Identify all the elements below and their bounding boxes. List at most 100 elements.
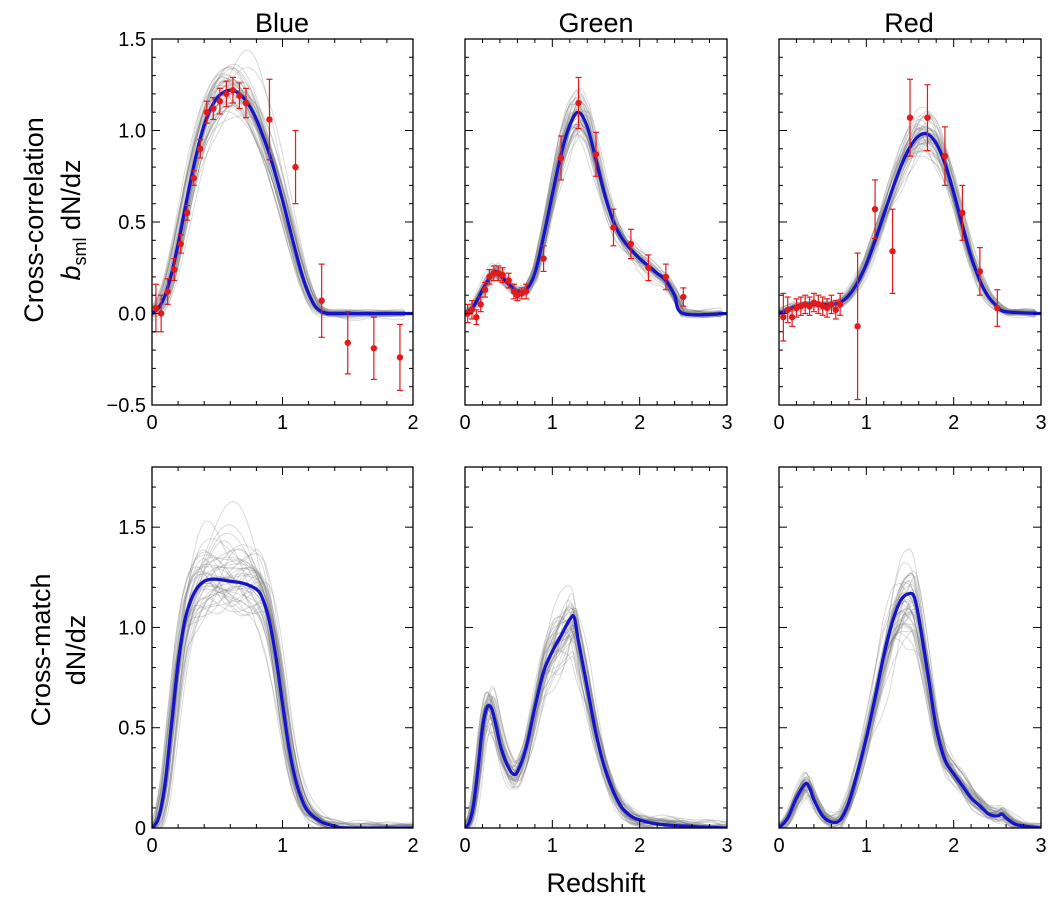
data-marker bbox=[153, 305, 159, 311]
x-tick-label: 3 bbox=[1035, 412, 1046, 434]
data-marker bbox=[872, 206, 878, 212]
ylabel-bottom-line2: dN/dz bbox=[61, 615, 91, 686]
y-tick-label: −0.5 bbox=[107, 395, 146, 417]
ensemble-curve bbox=[779, 144, 1041, 315]
ensemble-curve bbox=[779, 142, 1041, 314]
panel-cross-match-blue: 0 1 21.51.00.50 bbox=[118, 467, 418, 857]
ensemble-curve bbox=[779, 612, 1041, 828]
x-tick-label: 2 bbox=[948, 835, 959, 857]
x-tick-label: 1 bbox=[861, 835, 872, 857]
ensemble-curve bbox=[779, 599, 1041, 828]
y-tick-label: 1.5 bbox=[118, 517, 146, 539]
ensemble-curve bbox=[779, 605, 1041, 828]
ensemble-curve bbox=[779, 586, 1041, 826]
ensemble-curve bbox=[779, 584, 1041, 828]
data-marker bbox=[318, 297, 324, 303]
data-marker bbox=[184, 210, 190, 216]
data-marker bbox=[610, 224, 616, 230]
data-marker bbox=[230, 87, 236, 93]
data-marker bbox=[345, 340, 351, 346]
ensemble-curve bbox=[779, 602, 1041, 827]
y-tick-label: 0 bbox=[135, 818, 146, 840]
data-point bbox=[780, 293, 786, 341]
data-marker bbox=[371, 345, 377, 351]
ylabel-bottom-line1: Cross-match bbox=[26, 573, 56, 726]
ensemble-curve bbox=[465, 593, 727, 828]
ylabel-bottom-2: dN/dz bbox=[61, 615, 91, 686]
column-title-red: Red bbox=[884, 8, 934, 38]
data-marker bbox=[236, 93, 242, 99]
ensemble-curve bbox=[779, 140, 1041, 317]
panels: 0 1 21.51.00.50.0−0.50 1 2 3 0 1 2 30 1 21.51.00.50… bbox=[107, 29, 1047, 857]
data-marker bbox=[204, 109, 210, 115]
y-tick-label: 1.0 bbox=[118, 121, 146, 143]
column-title-green: Green bbox=[558, 8, 633, 38]
data-marker bbox=[171, 266, 177, 272]
x-tick-label: 2 bbox=[407, 412, 418, 434]
data-marker bbox=[924, 114, 930, 120]
x-tick-label: 0 bbox=[146, 412, 157, 434]
ensemble-curve bbox=[779, 139, 1041, 313]
plot-area bbox=[779, 549, 1041, 829]
data-marker bbox=[473, 314, 479, 320]
ensemble-curve bbox=[779, 152, 1041, 315]
ensemble-curve bbox=[779, 611, 1041, 828]
data-marker bbox=[178, 241, 184, 247]
ensemble-curve bbox=[779, 141, 1041, 313]
data-marker bbox=[266, 116, 272, 122]
x-tick-label: 2 bbox=[948, 412, 959, 434]
xlabel-redshift: Redshift bbox=[546, 868, 646, 898]
ensemble-curve bbox=[779, 156, 1041, 314]
data-marker bbox=[837, 301, 843, 307]
data-marker bbox=[833, 307, 839, 313]
x-tick-label: 2 bbox=[634, 835, 645, 857]
data-marker bbox=[959, 210, 965, 216]
median-curve bbox=[779, 134, 1041, 314]
plot-area bbox=[152, 502, 413, 829]
column-title-blue: Blue bbox=[255, 8, 309, 38]
ylabel-top-line2: bsml dN/dz bbox=[56, 159, 90, 280]
data-marker bbox=[164, 288, 170, 294]
ensemble-curve bbox=[465, 616, 727, 828]
ensemble-curve bbox=[779, 601, 1041, 828]
data-marker bbox=[889, 248, 895, 254]
data-marker bbox=[523, 288, 529, 294]
ylabel-top-rest: dN/dz bbox=[56, 159, 86, 237]
data-marker bbox=[505, 277, 511, 283]
data-marker bbox=[210, 105, 216, 111]
ylabel-top: Cross-correlation bbox=[19, 117, 49, 323]
x-tick-label: 1 bbox=[277, 412, 288, 434]
ensemble-curve bbox=[779, 549, 1041, 828]
plot-area bbox=[779, 79, 1041, 399]
ylabel-top-2: bsml dN/dz bbox=[56, 159, 90, 280]
data-marker bbox=[499, 272, 505, 278]
ensemble-curve bbox=[779, 139, 1041, 315]
y-tick-label: 1.0 bbox=[118, 617, 146, 639]
ensemble-curve bbox=[779, 141, 1041, 314]
x-tick-label: 0 bbox=[459, 412, 470, 434]
x-tick-label: 1 bbox=[861, 412, 872, 434]
data-marker bbox=[780, 314, 786, 320]
data-marker bbox=[628, 241, 634, 247]
x-tick-label: 1 bbox=[547, 835, 558, 857]
data-marker bbox=[540, 255, 546, 261]
ensemble-curve bbox=[779, 140, 1041, 316]
data-marker bbox=[217, 98, 223, 104]
data-point bbox=[345, 312, 351, 374]
data-marker bbox=[558, 155, 564, 161]
data-point bbox=[371, 317, 377, 379]
ensemble-curve bbox=[779, 601, 1041, 828]
data-marker bbox=[243, 100, 249, 106]
x-tick-label: 2 bbox=[407, 835, 418, 857]
ensemble-curve bbox=[779, 612, 1041, 828]
ensemble-curve bbox=[779, 150, 1041, 314]
x-tick-label: 0 bbox=[773, 835, 784, 857]
ensemble-curve bbox=[779, 612, 1041, 828]
data-marker bbox=[397, 354, 403, 360]
y-tick-label: 0.0 bbox=[118, 304, 146, 326]
x-tick-label: 2 bbox=[634, 412, 645, 434]
